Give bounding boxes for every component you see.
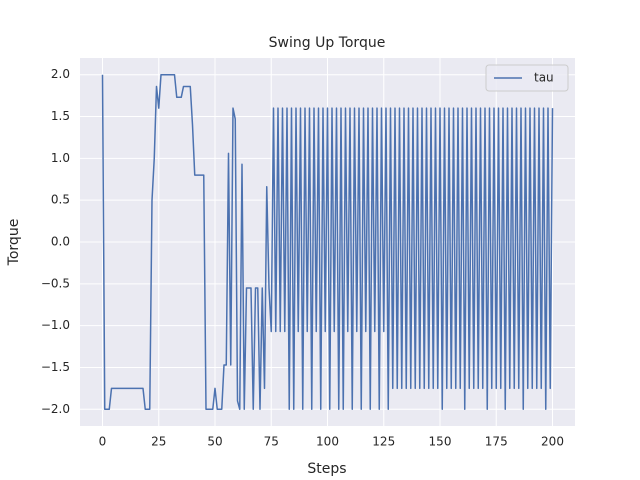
series-line [101,73,554,411]
y-tick-label: 1.5 [51,109,70,123]
x-tick-label: 150 [429,435,452,449]
legend-label: tau [534,71,554,85]
x-tick-label: 0 [99,435,107,449]
y-tick-label: −0.5 [41,276,70,290]
x-tick-label: 200 [541,435,564,449]
x-tick-label: 75 [264,435,279,449]
x-tick-label: 100 [316,435,339,449]
x-axis-label: Steps [307,461,346,477]
y-tick-label: −1.0 [41,318,70,332]
y-tick-label: 2.0 [51,67,70,81]
y-tick-label: −1.5 [41,360,70,374]
x-tick-label: 175 [485,435,508,449]
x-tick-label: 25 [151,435,166,449]
chart-title: Swing Up Torque [269,35,386,51]
y-axis-label: Torque [6,219,22,267]
y-tick-label: 1.0 [51,151,70,165]
y-tick-label: −2.0 [41,402,70,416]
x-tick-label: 50 [207,435,222,449]
legend-box [485,64,569,92]
x-tick-label: 125 [372,435,395,449]
y-tick-label: 0.5 [51,193,70,207]
marks [101,73,554,411]
y-tick-label: 0.0 [51,235,70,249]
